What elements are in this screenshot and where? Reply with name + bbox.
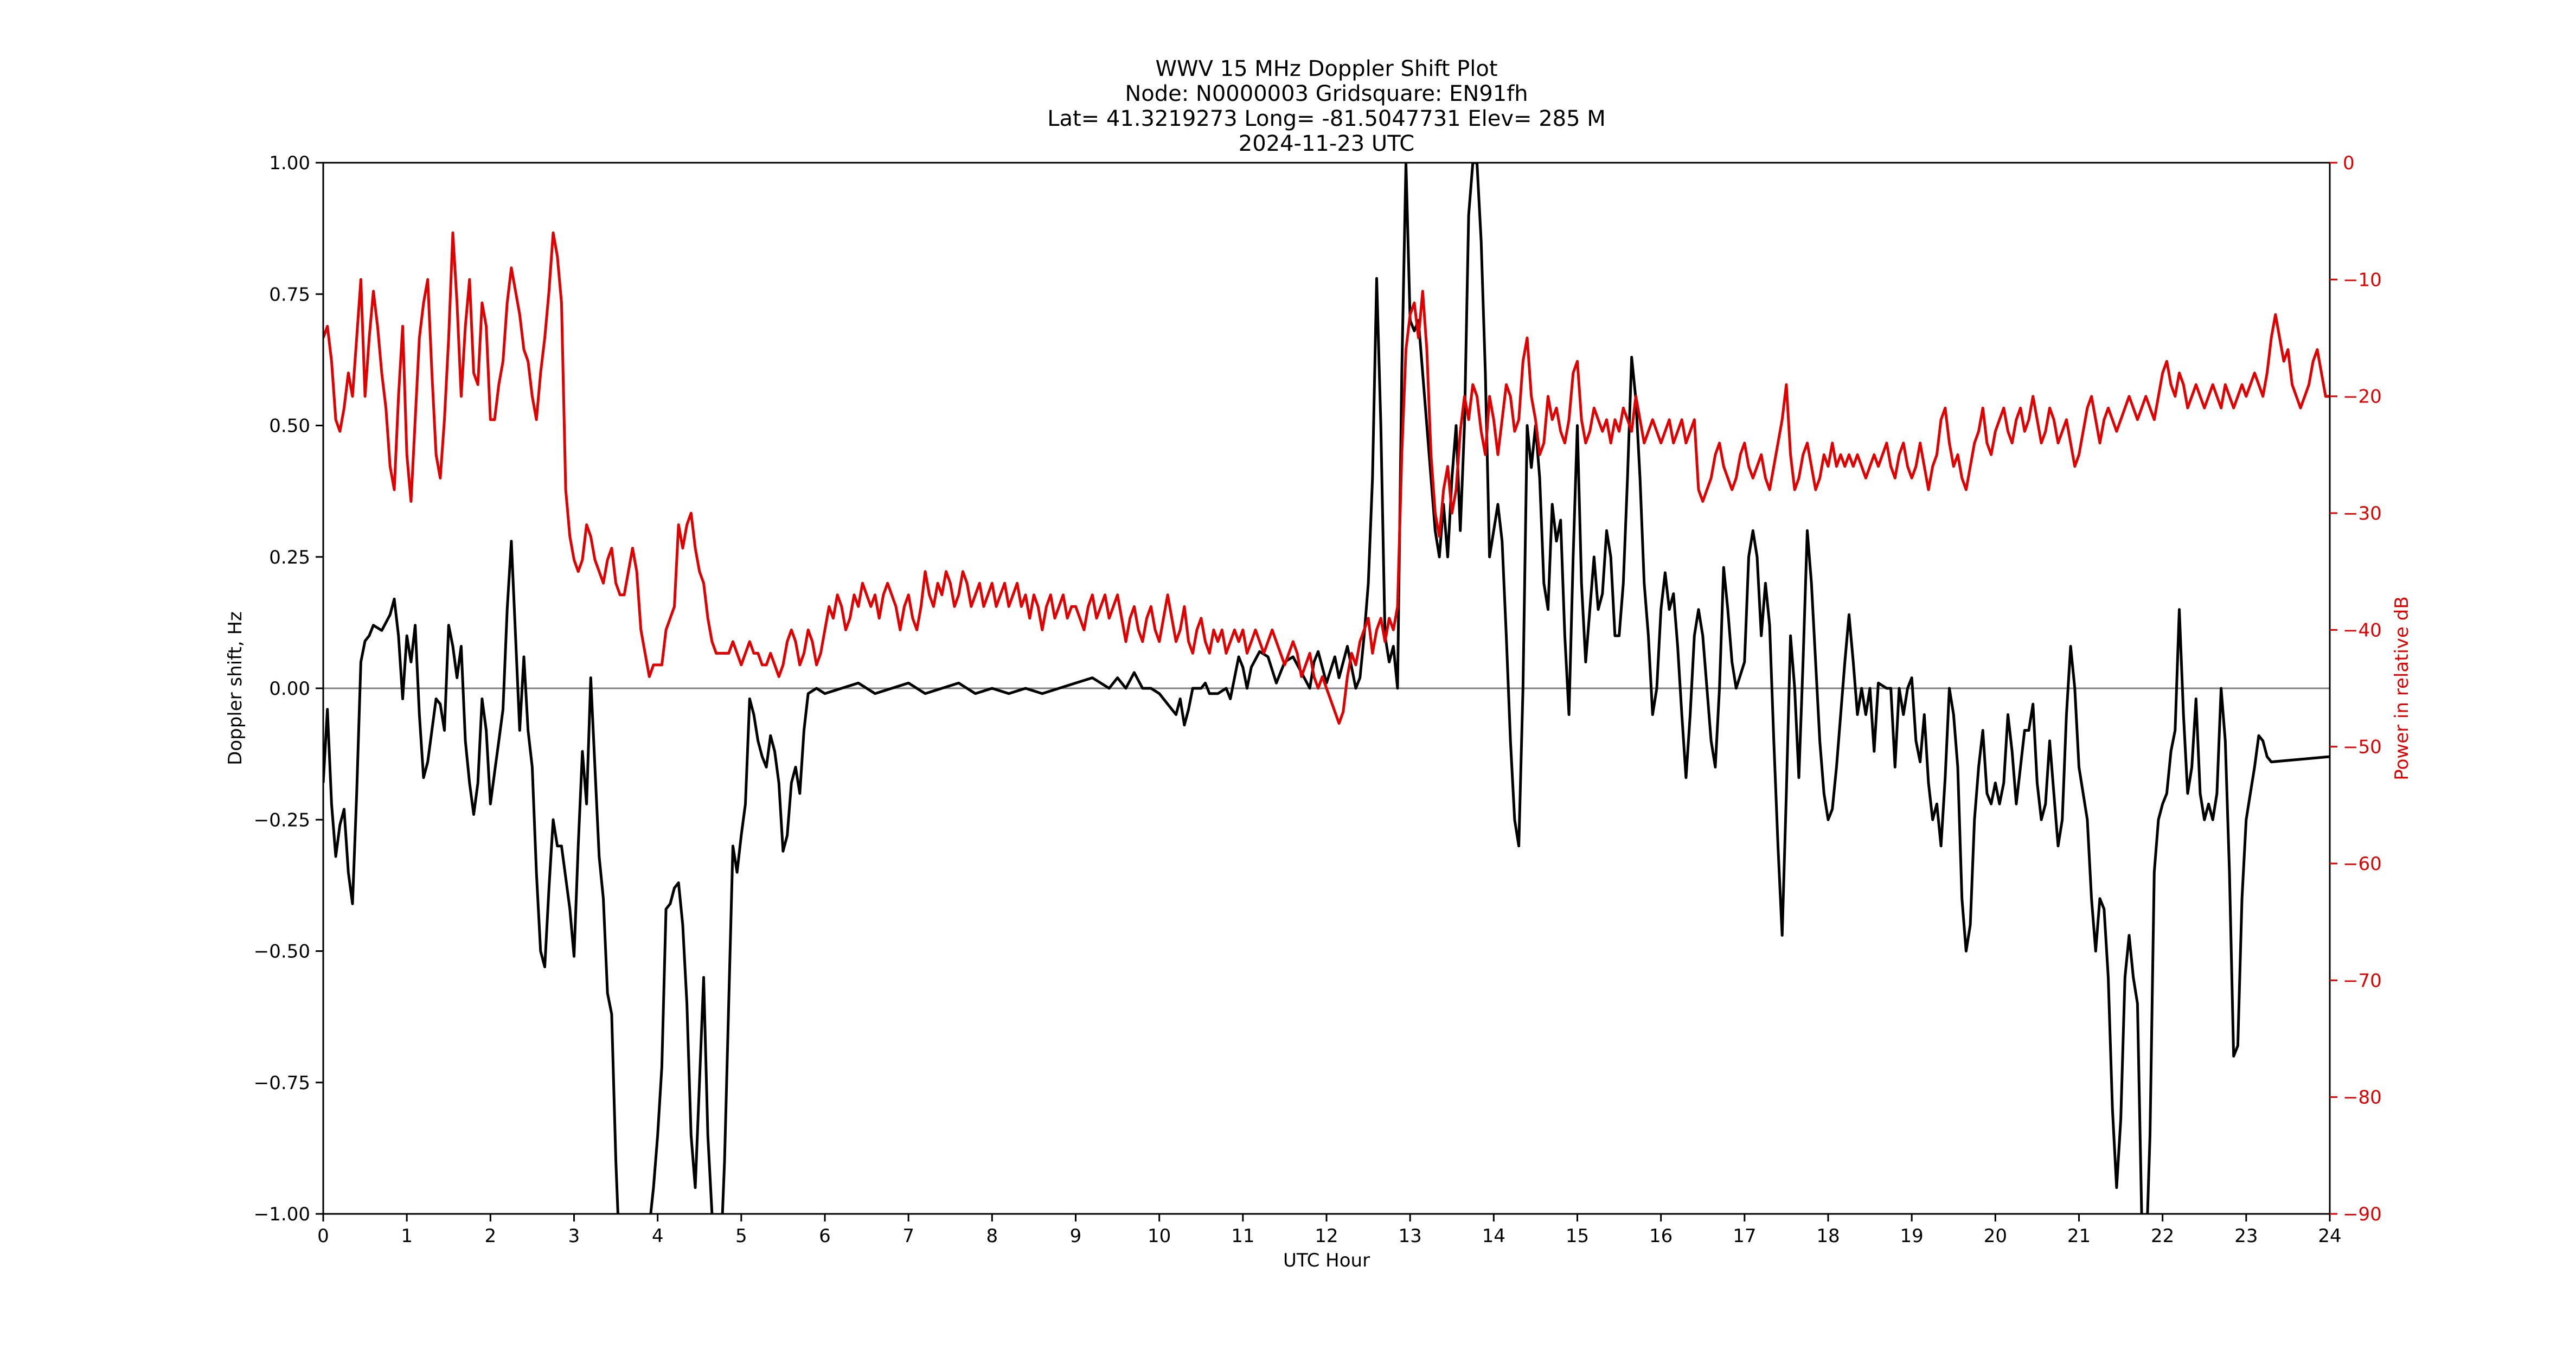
x-tick-label: 17 <box>1733 1225 1756 1247</box>
x-tick-label: 9 <box>1070 1225 1082 1247</box>
x-tick-label: 15 <box>1566 1225 1589 1247</box>
x-tick-label: 23 <box>2234 1225 2258 1247</box>
x-tick-label: 13 <box>1399 1225 1422 1247</box>
x-tick-label: 11 <box>1231 1225 1254 1247</box>
x-tick-label: 12 <box>1315 1225 1338 1247</box>
x-tick-label: 8 <box>986 1225 998 1247</box>
x-tick-label: 18 <box>1816 1225 1840 1247</box>
title-line-2: Node: N0000003 Gridsquare: EN91fh <box>1125 81 1528 106</box>
power-series-line <box>323 231 2330 725</box>
x-tick-label: 19 <box>1900 1225 1924 1247</box>
chart-title: WWV 15 MHz Doppler Shift Plot Node: N000… <box>1047 56 1606 156</box>
y-tick-label: 1.00 <box>269 152 310 174</box>
y-axis-right: −90 −80 −70 −60 −50 −40 −30 −20 −10 0 <box>2330 152 2382 1225</box>
x-tick-label: 1 <box>401 1225 413 1247</box>
y-tick-label: −0.25 <box>254 809 310 831</box>
x-tick-label: 2 <box>485 1225 497 1247</box>
y2-tick-label: −80 <box>2343 1087 2382 1109</box>
title-line-1: WWV 15 MHz Doppler Shift Plot <box>1155 56 1497 81</box>
x-tick-label: 20 <box>1984 1225 2007 1247</box>
y2-tick-label: −60 <box>2343 853 2382 875</box>
y-tick-label: 0.50 <box>269 415 310 437</box>
x-tick-label: 3 <box>568 1225 580 1247</box>
y-axis-label: Doppler shift, Hz <box>225 611 246 765</box>
x-axis-label: UTC Hour <box>1283 1250 1370 1271</box>
y2-axis-label: Power in relative dB <box>2391 596 2413 780</box>
x-tick-label: 10 <box>1148 1225 1171 1247</box>
x-axis: 0 1 2 3 4 5 6 7 8 9 10 11 12 13 14 15 16 17 18 19 20 21 22 23 24 <box>317 1214 2342 1247</box>
x-tick-label: 14 <box>1482 1225 1505 1247</box>
y2-tick-label: −20 <box>2343 386 2382 408</box>
title-line-4: 2024-11-23 UTC <box>1239 131 1414 156</box>
x-tick-label: 0 <box>317 1225 329 1247</box>
y-tick-label: −1.00 <box>254 1204 310 1225</box>
y2-tick-label: 0 <box>2343 152 2355 174</box>
y2-tick-label: −50 <box>2343 737 2382 758</box>
x-tick-label: 7 <box>902 1225 914 1247</box>
x-tick-label: 16 <box>1649 1225 1673 1247</box>
x-tick-label: 22 <box>2151 1225 2174 1247</box>
y2-tick-label: −30 <box>2343 503 2382 525</box>
y-tick-label: −0.50 <box>254 941 310 963</box>
title-line-3: Lat= 41.3219273 Long= -81.5047731 Elev= … <box>1047 106 1606 131</box>
y-tick-label: −0.75 <box>254 1072 310 1094</box>
x-tick-label: 24 <box>2318 1225 2341 1247</box>
x-tick-label: 4 <box>652 1225 664 1247</box>
plot-content <box>323 163 2330 1214</box>
y2-tick-label: −70 <box>2343 970 2382 992</box>
y2-tick-label: −40 <box>2343 619 2382 641</box>
x-tick-label: 6 <box>819 1225 831 1247</box>
x-tick-label: 5 <box>735 1225 747 1247</box>
y-tick-label: 0.75 <box>269 284 310 305</box>
y-axis-left: −1.00 −0.75 −0.50 −0.25 0.00 0.25 0.50 0.75 1.00 <box>254 152 323 1225</box>
doppler-series-line <box>323 163 2330 1214</box>
x-tick-label: 21 <box>2067 1225 2091 1247</box>
y-tick-label: 0.25 <box>269 547 310 568</box>
y2-tick-label: −10 <box>2343 269 2382 291</box>
y2-tick-label: −90 <box>2343 1204 2382 1225</box>
y-tick-label: 0.00 <box>269 678 310 700</box>
